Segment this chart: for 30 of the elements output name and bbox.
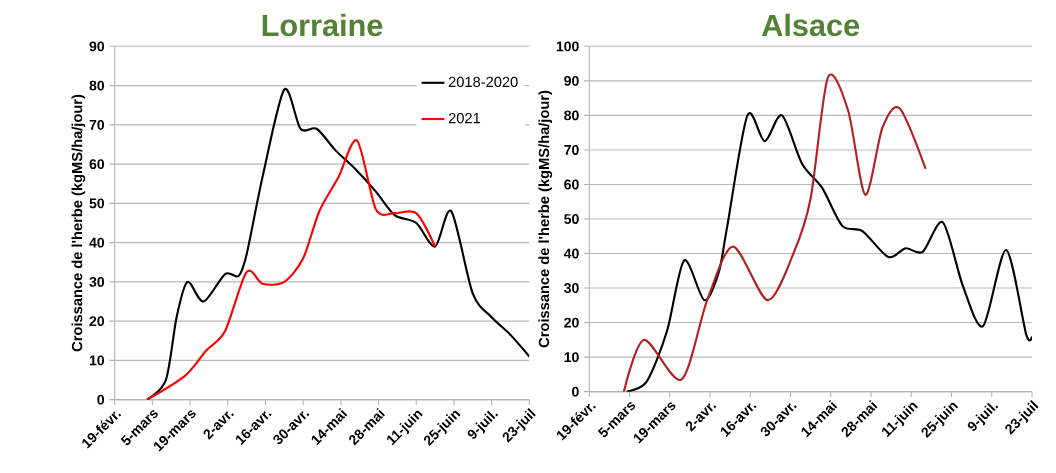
- chart-title: Alsace: [762, 13, 860, 37]
- y-tick-label: 30: [89, 276, 105, 287]
- y-tick-label: 40: [89, 237, 105, 248]
- y-tick-label: 10: [89, 355, 105, 366]
- line-series: [145, 139, 437, 400]
- y-tick-label: 60: [564, 179, 579, 190]
- y-tick-label: 50: [89, 198, 105, 209]
- y-tick-label: 10: [564, 352, 579, 363]
- y-tick-label: 30: [564, 283, 579, 294]
- y-tick-label: 40: [563, 248, 579, 259]
- y-tick-label: 0: [572, 386, 579, 397]
- line-series: [145, 87, 530, 400]
- y-axis-title: Croissance de l'herbe (kgMS/ha/jour): [71, 94, 86, 352]
- legend-label: 2018-2020: [448, 76, 518, 88]
- line-series: [625, 113, 1032, 392]
- y-axis-title: Croissance de l'herbe (kgMS/ha/jour): [538, 90, 553, 348]
- y-tick-label: 80: [89, 80, 105, 91]
- y-tick-label: 70: [564, 144, 579, 155]
- y-tick-label: 70: [89, 119, 105, 130]
- y-tick-label: 60: [89, 159, 105, 170]
- y-tick-label: 0: [97, 394, 105, 405]
- y-tick-label: 90: [89, 41, 105, 52]
- y-tick-label: 100: [556, 41, 579, 52]
- legend-label: 2021: [448, 112, 481, 124]
- y-tick-label: 50: [564, 214, 579, 224]
- y-tick-label: 20: [564, 317, 579, 328]
- chart-title: Lorraine: [262, 13, 383, 37]
- y-tick-label: 80: [564, 110, 579, 121]
- y-tick-label: 20: [89, 316, 105, 327]
- y-tick-label: 90: [564, 75, 579, 86]
